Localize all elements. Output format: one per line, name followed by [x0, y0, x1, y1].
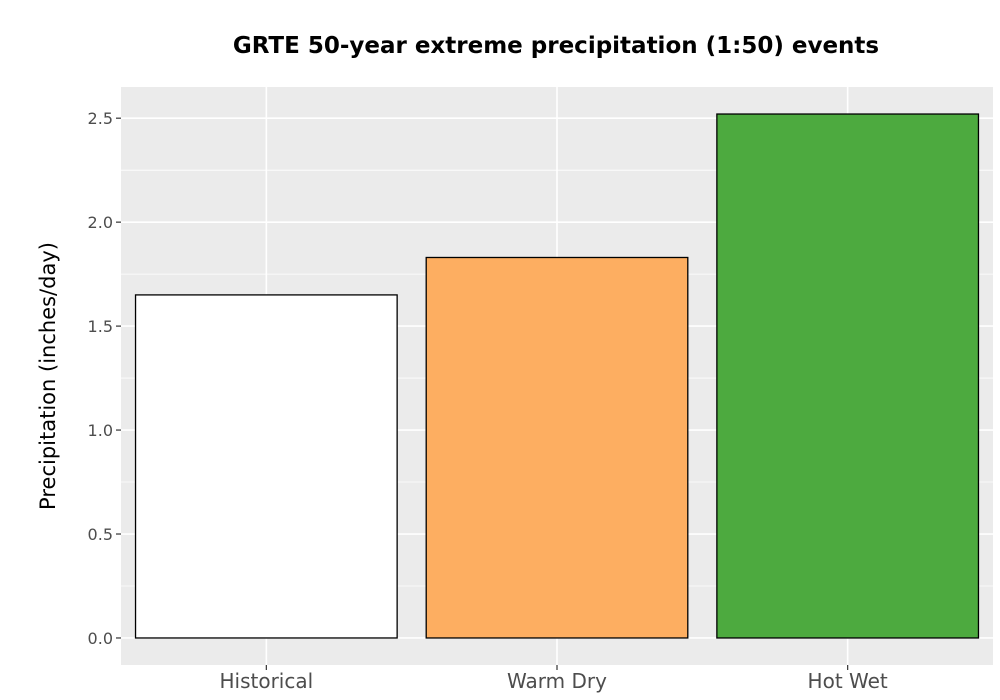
- y-axis-title: Precipitation (inches/day): [36, 242, 60, 510]
- y-axis: 0.0 0.5 1.0 1.5 2.0 2.5: [88, 109, 121, 648]
- y-tick-label: 1.5: [88, 317, 113, 336]
- x-axis: Historical Warm Dry Hot Wet: [219, 665, 888, 693]
- bar-historical: [134, 294, 398, 639]
- x-tick-label: Warm Dry: [507, 669, 607, 693]
- y-tick-label: 1.0: [88, 421, 113, 440]
- x-tick-label: Historical: [219, 669, 313, 693]
- y-tick-label: 2.0: [88, 213, 113, 232]
- bar-hot-wet: [716, 113, 980, 639]
- y-tick-label: 2.5: [88, 109, 113, 128]
- bar-warm-dry: [425, 256, 689, 639]
- x-tick-label: Hot Wet: [808, 669, 888, 693]
- chart-title: GRTE 50-year extreme precipitation (1:50…: [233, 33, 879, 59]
- y-tick-label: 0.5: [88, 525, 113, 544]
- y-tick-label: 0.0: [88, 629, 113, 648]
- bars: [134, 113, 980, 639]
